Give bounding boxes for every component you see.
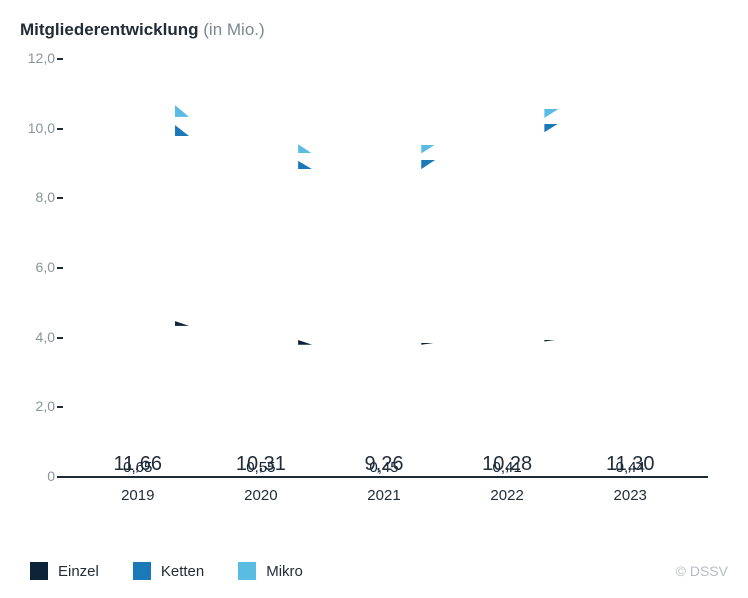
y-tick-label: 4,0 xyxy=(36,329,55,345)
legend-label-mikro: Mikro xyxy=(266,563,303,580)
connector-mikro xyxy=(175,105,189,117)
legend-item-mikro: Mikro xyxy=(238,562,303,580)
connector-einzel xyxy=(421,343,435,345)
y-tick-label: 12,0 xyxy=(28,50,55,66)
y-tick: 2,0 xyxy=(20,398,55,414)
connector-einzel xyxy=(175,321,189,326)
bar-total-label: 11,30 xyxy=(593,453,668,476)
credit: © DSSV xyxy=(676,563,728,579)
connector-ketten xyxy=(298,161,312,169)
y-tick: 6,0 xyxy=(20,259,55,275)
legend-swatch-mikro xyxy=(238,562,256,580)
x-category-label: 2022 xyxy=(470,487,545,504)
bar-total-label: 11,66 xyxy=(101,453,176,476)
legend-item-einzel: Einzel xyxy=(30,562,99,580)
x-category-label: 2019 xyxy=(101,487,176,504)
y-tick: 0 xyxy=(20,468,55,484)
legend: Einzel Ketten Mikro © DSSV xyxy=(30,562,728,580)
x-category-label: 2023 xyxy=(593,487,668,504)
y-tick-label: 8,0 xyxy=(36,189,55,205)
legend-label-einzel: Einzel xyxy=(58,563,99,580)
y-tick-label: 10,0 xyxy=(28,120,55,136)
connector-ketten xyxy=(544,124,558,133)
chart-title: Mitgliederentwicklung (in Mio.) xyxy=(20,20,728,40)
plot-region: 02,04,06,08,010,012,04,866,150,6511,6620… xyxy=(60,58,708,478)
connector-mikro xyxy=(298,144,312,153)
x-category-label: 2021 xyxy=(347,487,422,504)
bar-total-label: 10,28 xyxy=(470,453,545,476)
legend-label-ketten: Ketten xyxy=(161,563,204,580)
legend-item-ketten: Ketten xyxy=(133,562,204,580)
connector-mikro xyxy=(544,109,558,118)
y-tick: 8,0 xyxy=(20,189,55,205)
chart-title-strong: Mitgliederentwicklung xyxy=(20,20,199,39)
legend-swatch-ketten xyxy=(133,562,151,580)
y-tick-label: 0 xyxy=(47,468,55,484)
y-tick-label: 2,0 xyxy=(36,398,55,414)
connector-mikro xyxy=(421,145,435,154)
chart-area: 02,04,06,08,010,012,04,866,150,6511,6620… xyxy=(60,58,708,508)
y-tick-label: 6,0 xyxy=(36,259,55,275)
chart-title-light: (in Mio.) xyxy=(203,20,264,39)
legend-swatch-einzel xyxy=(30,562,48,580)
connector-einzel xyxy=(544,340,558,342)
connector-einzel xyxy=(298,340,312,345)
bar-total-label: 10,31 xyxy=(224,453,299,476)
y-tick: 4,0 xyxy=(20,329,55,345)
y-tick: 10,0 xyxy=(20,120,55,136)
connector-ketten xyxy=(421,160,435,169)
x-category-label: 2020 xyxy=(224,487,299,504)
y-tick: 12,0 xyxy=(20,50,55,66)
connector-ketten xyxy=(175,125,189,136)
bar-total-label: 9,26 xyxy=(347,453,422,476)
